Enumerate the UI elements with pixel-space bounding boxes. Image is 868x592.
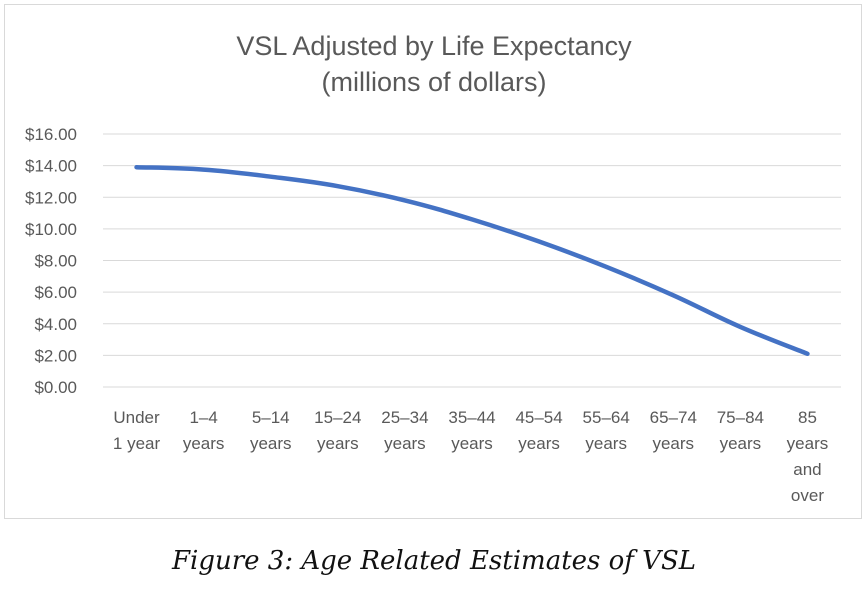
x-category-label-line: 1–4 [189,408,217,427]
x-category-label: 35–44 years [448,408,495,453]
y-tick-label: $2.00 [34,346,77,365]
x-category-label: 45–54 years [515,408,562,453]
y-tick-label: $14.00 [25,157,77,176]
x-category-label-line: years [652,434,694,453]
x-category-label: 85 years and over [787,408,829,505]
line-chart: $0.00 $2.00 $4.00 $6.00 $8.00 $10.00 $12.00 $14… [25,31,841,505]
gridlines [103,133,841,388]
x-category-label: 25–34 years [381,408,428,453]
x-category-label-line: years [585,434,627,453]
y-axis-tick-labels: $0.00 $2.00 $4.00 $6.00 $8.00 $10.00 $12.00 $14… [25,125,77,397]
x-category-label-line: years [518,434,560,453]
y-tick-label: $10.00 [25,220,77,239]
x-category-label-line: 45–54 [515,408,562,427]
x-category-label-line: years [451,434,493,453]
y-tick-label: $0.00 [34,378,77,397]
x-category-label-line: years [250,434,292,453]
x-category-label-line: years [787,434,829,453]
x-category-label-line: 35–44 [448,408,495,427]
x-category-label-line: years [720,434,762,453]
y-tick-label: $8.00 [34,252,77,271]
x-category-label: 5–14 years [250,408,292,453]
x-category-label-line: years [317,434,359,453]
series-lines [134,164,810,357]
y-tick-label: $16.00 [25,125,77,144]
y-tick-label: $4.00 [34,315,77,334]
x-category-label-line: 5–14 [252,408,290,427]
chart-title-line-1: VSL Adjusted by Life Expectancy [236,31,632,61]
y-tick-label: $6.00 [34,283,77,302]
x-category-label: Under 1 year [113,408,161,453]
x-category-label: 65–74 years [650,408,697,453]
x-category-label: 75–84 years [717,408,764,453]
x-category-label-line: Under [113,408,160,427]
x-category-label: 1–4 years [183,408,225,453]
x-category-label-line: over [791,486,824,505]
x-category-label-line: and [793,460,821,479]
x-category-label-line: 85 [798,408,817,427]
x-category-label-line: 25–34 [381,408,428,427]
x-category-label-line: years [384,434,426,453]
x-category-label-line: 65–74 [650,408,697,427]
y-tick-label: $12.00 [25,188,77,207]
figure-caption: Figure 3: Age Related Estimates of VSL [171,546,697,576]
x-category-label-line: 55–64 [583,408,630,427]
x-category-label-line: years [183,434,225,453]
chart-title-line-2: (millions of dollars) [321,67,546,97]
x-category-label-line: 1 year [113,434,161,453]
chart-frame: $0.00 $2.00 $4.00 $6.00 $8.00 $10.00 $12.00 $14… [4,4,862,519]
x-category-label-line: 15–24 [314,408,361,427]
x-category-label: 55–64 years [583,408,630,453]
x-category-label: 15–24 years [314,408,361,453]
x-category-label-line: 75–84 [717,408,764,427]
chart-title: VSL Adjusted by Life Expectancy (millions… [236,31,632,97]
